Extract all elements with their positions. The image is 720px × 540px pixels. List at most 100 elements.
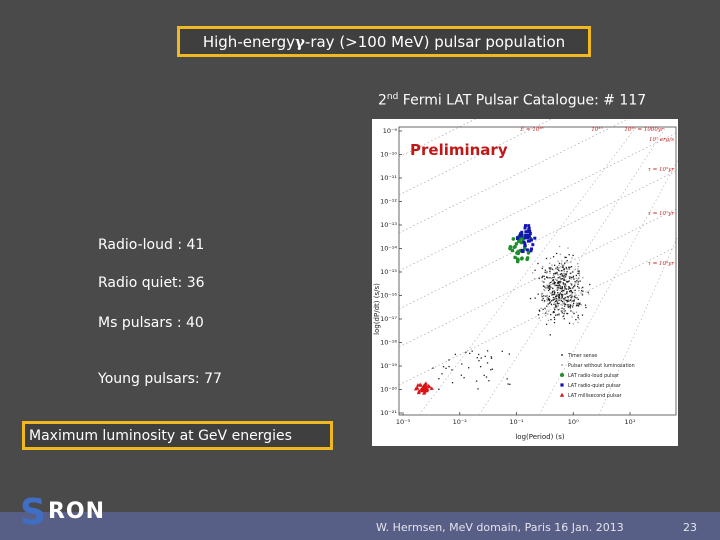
pulsar-point xyxy=(574,268,576,271)
pulsar-point xyxy=(477,388,479,390)
lat-millisecond-pulsar xyxy=(413,386,418,391)
pulsar-point xyxy=(555,294,557,296)
pulsar-point xyxy=(574,283,576,285)
pulsar-point xyxy=(542,285,545,287)
pulsar-point xyxy=(568,295,570,298)
pulsar-point xyxy=(575,311,578,313)
pulsar-point xyxy=(558,313,560,315)
pulsar-point xyxy=(589,283,591,286)
pulsar-point xyxy=(564,285,566,288)
pulsar-point xyxy=(571,316,573,318)
pulsar-point xyxy=(550,292,552,294)
pulsar-point xyxy=(571,306,574,308)
pulsar-point xyxy=(558,245,561,248)
max-luminosity-text: Maximum luminosity at GeV energies xyxy=(29,427,292,444)
pulsar-point xyxy=(552,293,554,296)
pulsar-point xyxy=(451,369,453,371)
pulsar-point xyxy=(543,295,545,297)
pulsar-point xyxy=(582,286,584,289)
pulsar-point xyxy=(579,303,581,305)
pulsar-point xyxy=(564,256,566,258)
pulsar-point xyxy=(547,299,550,301)
pulsar-point xyxy=(569,277,571,280)
pulsar-point xyxy=(558,296,561,298)
pulsar-point xyxy=(541,267,543,270)
pulsar-point xyxy=(552,299,554,301)
pulsar-point xyxy=(554,296,557,299)
pulsar-point xyxy=(584,304,587,306)
pulsar-point xyxy=(465,351,467,353)
pulsar-point xyxy=(540,294,543,296)
pulsar-point xyxy=(559,267,561,269)
pulsar-point xyxy=(553,264,556,266)
pulsar-point xyxy=(555,284,557,287)
pulsar-point xyxy=(555,297,557,300)
pulsar-point xyxy=(569,287,572,289)
pulsar-point xyxy=(564,274,566,277)
pulsar-point xyxy=(578,270,580,272)
pulsar-point xyxy=(569,299,572,302)
field-line xyxy=(598,235,678,416)
pulsar-point xyxy=(554,298,556,300)
pulsar-point xyxy=(486,350,489,352)
pulsar-point xyxy=(564,276,566,278)
y-tick-label: 10⁻¹⁷ xyxy=(380,315,397,323)
pulsar-point xyxy=(550,318,552,321)
pulsar-point xyxy=(574,285,576,287)
ppdot-diagram: 10⁻⁹ 10⁻¹⁰ 10⁻¹¹ 10⁻¹² 10⁻¹³ 10⁻¹⁴ 10⁻¹⁵ 10⁻¹⁶ 1… xyxy=(373,119,678,441)
x-tick-label: 10⁻² xyxy=(453,418,468,426)
legend-marker xyxy=(560,383,564,387)
pulsar-point xyxy=(508,353,510,355)
pulsar-point xyxy=(553,281,555,283)
pulsar-point xyxy=(545,323,548,326)
pulsar-point xyxy=(554,300,557,303)
pulsar-point xyxy=(569,266,571,268)
pulsar-point xyxy=(562,289,564,292)
pulsar-point xyxy=(559,282,562,284)
pulsar-point xyxy=(561,301,564,303)
pulsar-point xyxy=(463,377,465,379)
lat-radio-quiet-pulsar xyxy=(529,249,533,253)
pulsar-point xyxy=(549,301,552,303)
pulsar-point xyxy=(557,286,559,289)
pulsar-point xyxy=(546,294,548,297)
pulsar-point xyxy=(567,306,569,308)
pulsar-point xyxy=(548,298,550,300)
pulsar-point xyxy=(549,257,552,259)
pulsar-point xyxy=(575,281,577,284)
pulsar-point xyxy=(571,257,573,259)
pulsar-point xyxy=(566,296,569,298)
pulsar-point xyxy=(577,314,579,317)
pulsar-point xyxy=(566,291,568,293)
pulsar-point xyxy=(572,323,575,325)
pulsar-point xyxy=(572,286,575,288)
pulsar-point xyxy=(563,264,565,266)
pulsar-point xyxy=(569,289,571,292)
pulsar-point xyxy=(569,306,571,308)
pulsar-point xyxy=(567,281,569,284)
pulsar-point xyxy=(562,275,564,277)
pulsar-point xyxy=(578,273,581,275)
edot-label: Ė = 10³⁶ xyxy=(519,126,544,133)
pulsar-point xyxy=(558,308,561,310)
pulsar-point xyxy=(571,293,573,295)
spin-down-line xyxy=(398,170,677,310)
pulsar-point xyxy=(562,298,565,300)
pulsar-point xyxy=(580,290,583,292)
pulsar-point xyxy=(565,288,568,290)
footer-citation: W. Hermsen, MeV domain, Paris 16 Jan. 20… xyxy=(376,521,624,534)
pulsar-point xyxy=(553,283,556,286)
lat-radio-loud-pulsar xyxy=(513,255,517,260)
pulsar-point xyxy=(563,318,565,320)
pulsar-point xyxy=(558,262,561,265)
y-tick-label: 10⁻¹⁰ xyxy=(380,151,397,159)
pulsar-point xyxy=(558,287,560,290)
pulsar-point xyxy=(533,278,536,280)
pulsar-point xyxy=(570,301,573,303)
pulsar-point xyxy=(553,318,556,321)
pulsar-point xyxy=(570,294,572,296)
pulsar-point xyxy=(577,265,579,268)
pulsar-point xyxy=(568,300,570,302)
pulsar-point xyxy=(571,291,574,294)
pulsar-point xyxy=(490,357,493,359)
